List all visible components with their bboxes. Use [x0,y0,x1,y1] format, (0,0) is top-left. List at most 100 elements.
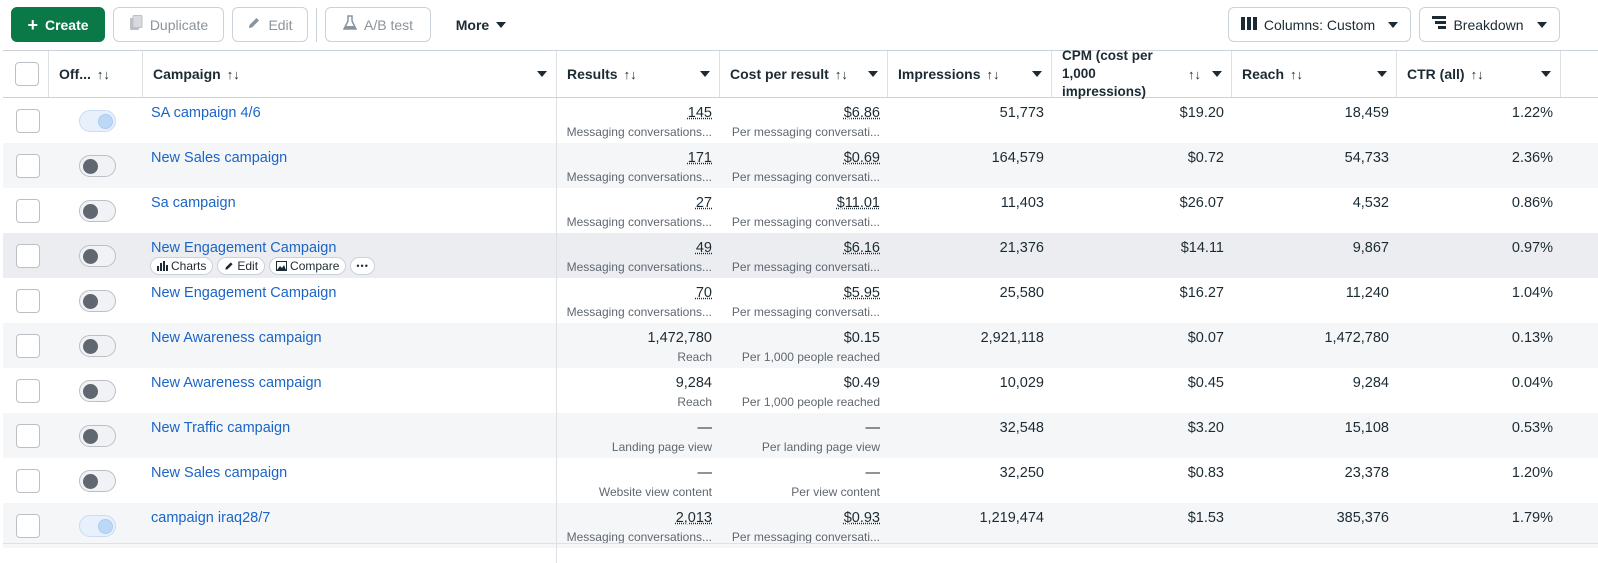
campaign-toggle[interactable] [79,515,116,537]
breakdown-button[interactable]: Breakdown [1419,7,1560,42]
column-menu-icon[interactable] [1541,71,1551,77]
row-checkbox[interactable] [16,289,40,313]
row-checkbox[interactable] [16,109,40,133]
pencil-icon [225,262,233,270]
results-value: 1,472,780 [647,330,712,346]
campaign-toggle[interactable] [79,110,116,132]
results-value: 9,284 [676,375,712,391]
header-results[interactable]: Results ↑↓ [557,51,720,97]
results-number: 9,284 [675,375,712,391]
sort-icon[interactable]: ↑↓ [1290,66,1304,82]
row-checkbox[interactable] [16,469,40,493]
sort-icon[interactable]: ↑↓ [96,66,110,82]
column-menu-icon[interactable] [537,71,547,77]
campaign-toggle[interactable] [79,470,116,492]
header-reach[interactable]: Reach ↑↓ [1232,51,1397,97]
row-checkbox[interactable] [16,199,40,223]
campaign-toggle[interactable] [79,380,116,402]
campaign-name-link[interactable]: New Sales campaign [151,465,288,481]
campaign-name-link[interactable]: New Traffic campaign [151,420,291,436]
table-row[interactable]: New Traffic campaign — Landing page view — P… [3,413,1598,458]
sort-icon[interactable]: ↑↓ [986,66,1000,82]
cost-per-result-subtext: Per messaging conversati... [731,215,880,229]
header-cpm[interactable]: CPM (cost per 1,000 impressions) ↑↓ [1052,48,1232,99]
sort-icon[interactable]: ↑↓ [226,66,240,82]
column-menu-icon[interactable] [1032,71,1042,77]
header-campaign[interactable]: Campaign ↑↓ [143,51,557,97]
cost-per-result-value: $5.95 [844,285,880,301]
sort-icon[interactable]: ↑↓ [834,66,848,82]
row-checkbox[interactable] [16,244,40,268]
row-edit-label: Edit [237,259,259,273]
charts-button[interactable]: Charts [150,257,214,275]
campaign-name-link[interactable]: campaign iraq28/7 [151,510,271,526]
table-row[interactable]: New Engagement Campaign Charts Edit Compare… [3,233,1598,278]
column-menu-icon[interactable] [1212,71,1222,77]
campaign-name-link[interactable]: Sa campaign [151,195,236,211]
sort-icon[interactable]: ↑↓ [1188,66,1201,82]
results-subtext: Reach [677,395,712,409]
duplicate-icon [129,15,143,34]
cpm-value: $14.11 [1180,240,1224,256]
table-row[interactable]: SA campaign 4/6 145 Messaging conversation… [3,98,1598,143]
header-off[interactable]: Off... ↑↓ [49,51,143,97]
compare-button[interactable]: Compare [269,257,347,275]
ab-test-button[interactable]: A/B test [325,7,431,42]
campaign-name-link[interactable]: New Engagement Campaign [151,285,337,301]
campaign-name-link[interactable]: New Engagement Campaign [151,240,337,256]
bar-chart-icon [157,261,168,271]
reach-value: 11,240 [1345,285,1389,301]
toggle-knob [83,474,98,489]
campaign-toggle[interactable] [79,155,116,177]
select-all-checkbox[interactable] [15,62,39,86]
cost-per-result-number: $6.86 [843,105,880,121]
more-actions-button[interactable]: ••• [350,257,375,275]
table-row[interactable]: New Sales campaign 171 Messaging conversat… [3,143,1598,188]
results-subtext: Messaging conversations... [566,530,712,544]
table-row[interactable]: New Sales campaign — Website view content —… [3,458,1598,503]
table-row[interactable]: Sa campaign 27 Messaging conversations... $… [3,188,1598,233]
sort-icon[interactable]: ↑↓ [623,66,637,82]
campaign-name-link[interactable]: SA campaign 4/6 [151,105,261,121]
row-checkbox[interactable] [16,334,40,358]
duplicate-button[interactable]: Duplicate [113,7,224,42]
header-cost-per-result[interactable]: Cost per result ↑↓ [720,51,888,97]
column-menu-icon[interactable] [868,71,878,77]
campaign-name-link[interactable]: New Awareness campaign [151,330,322,346]
edit-button[interactable]: Edit [232,7,308,42]
row-checkbox[interactable] [16,379,40,403]
row-checkbox[interactable] [16,154,40,178]
campaign-toggle[interactable] [79,335,116,357]
reach-value: 4,532 [1352,195,1389,211]
header-ctr[interactable]: CTR (all) ↑↓ [1397,51,1561,97]
table-row[interactable]: campaign iraq28/7 2,013 Messaging conversa… [3,503,1598,548]
header-impressions[interactable]: Impressions ↑↓ [888,51,1052,97]
ctr-value: 0.04% [1511,375,1553,391]
campaign-name-link[interactable]: New Awareness campaign [151,375,322,391]
table-row[interactable]: New Engagement Campaign 70 Messaging conve… [3,278,1598,323]
charts-label: Charts [171,259,207,273]
impressions-value: 1,219,474 [979,510,1044,526]
results-subtext: Website view content [598,485,712,499]
campaign-toggle[interactable] [79,290,116,312]
row-checkbox[interactable] [16,424,40,448]
row-checkbox[interactable] [16,514,40,538]
header-cost-per-result-label: Cost per result [730,66,829,82]
table-row[interactable]: New Awareness campaign 1,472,780 Reach $0.1… [3,323,1598,368]
more-button[interactable]: More [441,7,521,42]
campaign-name-link[interactable]: New Sales campaign [151,150,288,166]
column-menu-icon[interactable] [700,71,710,77]
duplicate-label: Duplicate [149,16,209,33]
toggle-knob [83,204,98,219]
columns-button[interactable]: Columns: Custom [1228,7,1411,42]
sort-icon[interactable]: ↑↓ [1470,66,1484,82]
campaign-toggle[interactable] [79,245,116,267]
create-button[interactable]: + Create [11,7,105,42]
row-edit-button[interactable]: Edit [217,257,266,275]
ctr-value: 0.53% [1511,420,1553,436]
campaign-toggle[interactable] [79,425,116,447]
campaign-toggle[interactable] [79,200,116,222]
column-menu-icon[interactable] [1377,71,1387,77]
table-row[interactable]: New Awareness campaign 9,284 Reach $0.49 Per… [3,368,1598,413]
cost-per-result-number: $0.69 [843,150,880,166]
